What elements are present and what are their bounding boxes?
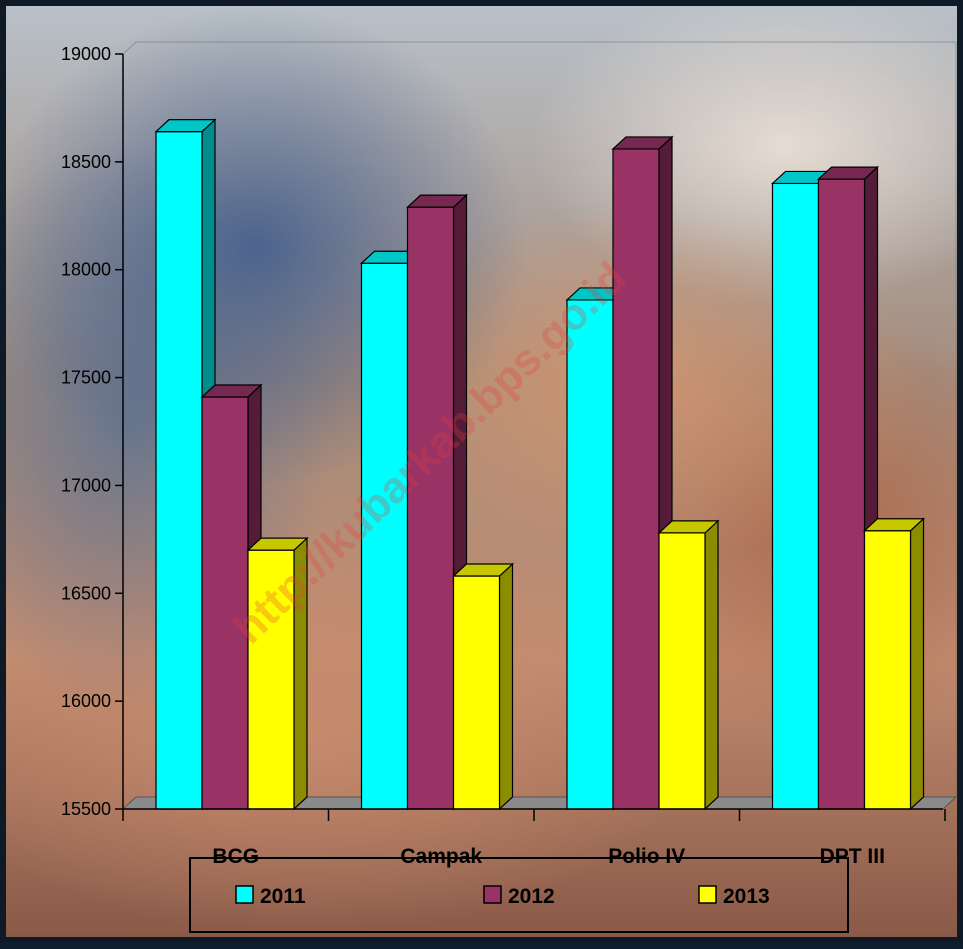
y-tick-label: 17000 bbox=[61, 475, 111, 495]
x-category-label: Polio IV bbox=[608, 845, 685, 868]
x-axis: BCG Campak Polio IV DPT III bbox=[122, 808, 946, 868]
legend-label-2013: 2013 bbox=[723, 885, 770, 908]
x-category-label: Campak bbox=[400, 845, 482, 868]
y-tick-label: 16000 bbox=[61, 691, 111, 711]
bar-2012-campak bbox=[405, 193, 469, 811]
bar-side bbox=[498, 562, 514, 811]
bar-front bbox=[360, 262, 409, 810]
bar-chart: 15500 16000 16500 17000 17500 18000 18500 19000… bbox=[61, 41, 958, 933]
bar-2013-dpt-iii bbox=[862, 517, 926, 811]
bar-top bbox=[154, 119, 217, 133]
bar-2013-campak bbox=[451, 562, 515, 811]
y-tick-label: 16500 bbox=[61, 583, 111, 603]
bar-front bbox=[771, 182, 820, 810]
bar-top bbox=[200, 384, 263, 398]
legend-swatch-2011 bbox=[235, 885, 254, 904]
bar-front bbox=[658, 532, 706, 810]
legend-swatch-2012 bbox=[483, 885, 502, 904]
bar-top bbox=[862, 518, 926, 532]
bar-top bbox=[246, 537, 309, 551]
bar-side bbox=[909, 517, 925, 811]
y-axis: 15500 16000 16500 17000 17500 18000 18500 19000 bbox=[61, 44, 124, 819]
legend-label-2012: 2012 bbox=[508, 885, 555, 908]
bar-front bbox=[155, 131, 203, 810]
bar-front bbox=[452, 575, 501, 810]
bar-front bbox=[863, 530, 912, 810]
bar-top bbox=[451, 563, 515, 577]
x-category-label: DPT III bbox=[820, 845, 885, 868]
bar-front bbox=[566, 299, 614, 810]
legend-label-2011: 2011 bbox=[260, 885, 306, 908]
legend-box bbox=[189, 857, 849, 933]
legend: 2011 2012 2013 bbox=[189, 857, 849, 933]
bar-front bbox=[612, 148, 660, 810]
bar-top bbox=[611, 136, 674, 150]
bar-side bbox=[704, 519, 719, 811]
bar-front bbox=[817, 178, 866, 810]
bar-top bbox=[405, 194, 469, 208]
y-tick-label: 15500 bbox=[61, 799, 111, 819]
bars bbox=[154, 118, 926, 811]
y-tick-label: 18000 bbox=[61, 260, 111, 280]
y-tick-label: 18500 bbox=[61, 152, 111, 172]
x-category-label: BCG bbox=[212, 845, 259, 868]
bar-top bbox=[816, 166, 880, 180]
legend-swatch-2013 bbox=[698, 885, 717, 904]
y-tick-label: 19000 bbox=[61, 44, 111, 64]
y-tick-label: 17500 bbox=[61, 368, 111, 388]
bar-front bbox=[406, 206, 455, 810]
bar-2013-polio-iv bbox=[657, 519, 720, 811]
bar-top bbox=[657, 520, 720, 534]
